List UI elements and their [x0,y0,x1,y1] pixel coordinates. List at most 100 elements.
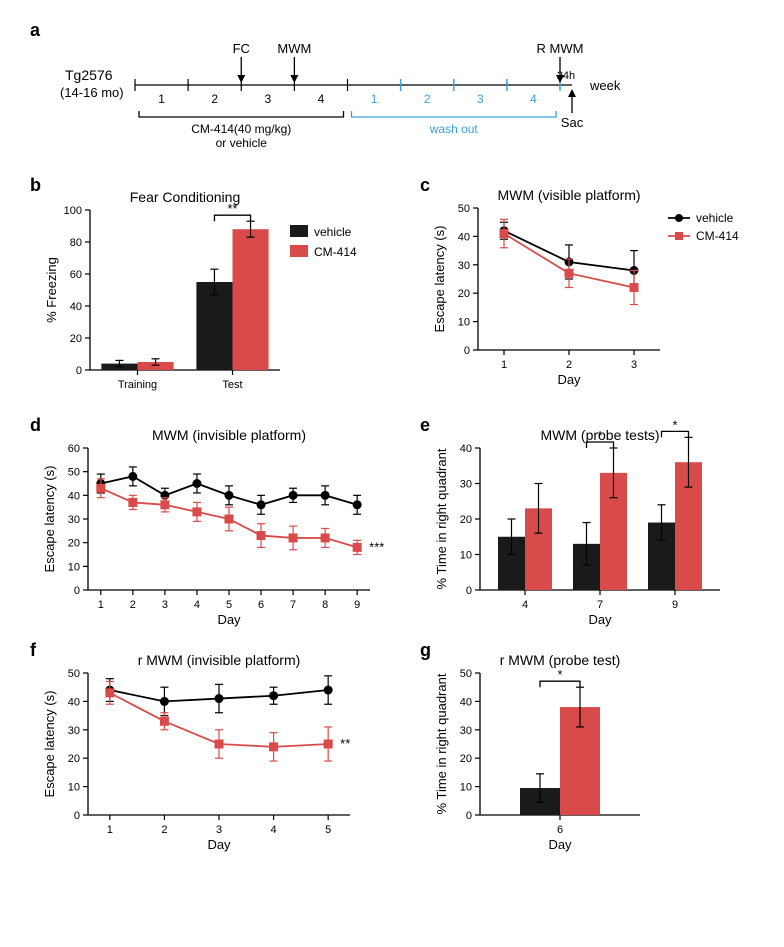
svg-text:Day: Day [207,837,231,852]
svg-text:40: 40 [70,301,82,313]
svg-text:Day: Day [557,372,581,387]
svg-text:100: 100 [64,205,82,217]
svg-text:vehicle: vehicle [314,225,352,239]
svg-text:1: 1 [107,824,113,836]
svg-text:***: *** [369,539,384,554]
svg-text:3: 3 [162,599,168,611]
svg-text:*: * [672,420,677,432]
svg-text:20: 20 [70,333,82,345]
svg-text:Tg2576: Tg2576 [65,67,113,83]
svg-text:2: 2 [211,92,218,106]
svg-text:4: 4 [194,599,200,611]
svg-text:1: 1 [158,92,165,106]
svg-text:40: 40 [68,696,80,708]
svg-text:5: 5 [325,824,331,836]
svg-text:7: 7 [597,599,603,611]
svg-text:6: 6 [258,599,264,611]
svg-text:10: 10 [68,782,80,794]
svg-text:3: 3 [631,359,637,371]
svg-text:MWM: MWM [277,41,311,56]
svg-text:r MWM (invisible platform): r MWM (invisible platform) [138,652,301,668]
svg-text:3: 3 [264,92,271,106]
panel-g-bar-chart: 01020304050Day% Time in right quadrantr … [420,645,760,860]
svg-text:1: 1 [501,359,507,371]
svg-text:20: 20 [68,538,80,550]
svg-text:CM-414: CM-414 [314,245,357,259]
label-a: a [30,20,40,41]
svg-text:20: 20 [68,753,80,765]
svg-text:MWM (visible platform): MWM (visible platform) [497,187,640,203]
svg-text:week: week [589,78,620,93]
svg-text:Day: Day [217,612,241,627]
panel-e-bar-chart: 010203040Day% Time in right quadrantMWM … [420,420,760,635]
panel-b-bar-chart: 020406080100% FreezingFear ConditioningT… [30,180,400,410]
svg-text:30: 30 [460,479,472,491]
svg-text:3: 3 [216,824,222,836]
svg-text:Sac: Sac [561,115,584,130]
svg-text:30: 30 [68,725,80,737]
svg-text:30: 30 [460,725,472,737]
svg-text:24h: 24h [557,70,575,82]
svg-text:50: 50 [68,668,80,680]
svg-text:0: 0 [466,810,472,822]
svg-text:10: 10 [68,561,80,573]
svg-text:10: 10 [460,550,472,562]
svg-text:Fear Conditioning: Fear Conditioning [130,189,241,205]
svg-text:3: 3 [477,92,484,106]
svg-text:9: 9 [354,599,360,611]
svg-text:*: * [557,667,562,682]
svg-text:% Freezing: % Freezing [44,257,59,323]
svg-text:% Time in right quadrant: % Time in right quadrant [434,673,449,814]
panel-c-line-chart: 0 10 20 30 40 50 1 2 3 Day Escape latency (s) MWM (… [420,180,760,410]
svg-text:FC: FC [233,41,250,56]
svg-text:40: 40 [458,231,470,243]
svg-text:4: 4 [530,92,537,106]
svg-text:1: 1 [98,599,104,611]
svg-text:Escape latency (s): Escape latency (s) [42,466,57,573]
svg-text:0: 0 [74,585,80,597]
svg-text:20: 20 [460,514,472,526]
svg-text:or vehicle: or vehicle [216,136,268,150]
svg-text:MWM (invisible platform): MWM (invisible platform) [152,427,306,443]
svg-text:Day: Day [588,612,612,627]
svg-text:Escape latency (s): Escape latency (s) [432,226,447,333]
svg-text:5: 5 [226,599,232,611]
panel-f-line-chart: 0102030405012345DayEscape latency (s)r M… [30,645,400,860]
svg-text:Escape latency (s): Escape latency (s) [42,691,57,798]
svg-text:0: 0 [76,365,82,377]
svg-text:6: 6 [557,824,563,836]
svg-text:40: 40 [460,443,472,455]
svg-text:60: 60 [70,269,82,281]
svg-text:30: 30 [68,514,80,526]
svg-text:40: 40 [460,696,472,708]
svg-text:8: 8 [322,599,328,611]
svg-text:50: 50 [458,203,470,215]
svg-text:R MWM: R MWM [537,41,584,56]
svg-text:*: * [597,428,602,443]
svg-text:20: 20 [458,288,470,300]
svg-text:2: 2 [130,599,136,611]
svg-text:% Time in right quadrant: % Time in right quadrant [434,448,449,589]
svg-text:10: 10 [458,317,470,329]
svg-text:(14-16 mo): (14-16 mo) [60,85,124,100]
svg-text:CM-414: CM-414 [696,229,739,243]
svg-text:4: 4 [271,824,277,836]
svg-text:0: 0 [464,345,470,357]
svg-text:vehicle: vehicle [696,211,734,225]
svg-text:2: 2 [566,359,572,371]
svg-text:50: 50 [460,668,472,680]
panel-d-line-chart: 0102030405060123456789DayEscape latency … [30,420,400,635]
svg-text:0: 0 [466,585,472,597]
svg-text:Day: Day [548,837,572,852]
svg-text:9: 9 [672,599,678,611]
svg-text:4: 4 [522,599,528,611]
svg-text:Test: Test [222,379,242,391]
svg-text:4: 4 [318,92,325,106]
svg-text:**: ** [227,201,237,216]
svg-text:0: 0 [74,810,80,822]
svg-text:50: 50 [68,467,80,479]
svg-text:10: 10 [460,782,472,794]
svg-text:30: 30 [458,260,470,272]
svg-text:60: 60 [68,443,80,455]
svg-text:1: 1 [371,92,378,106]
